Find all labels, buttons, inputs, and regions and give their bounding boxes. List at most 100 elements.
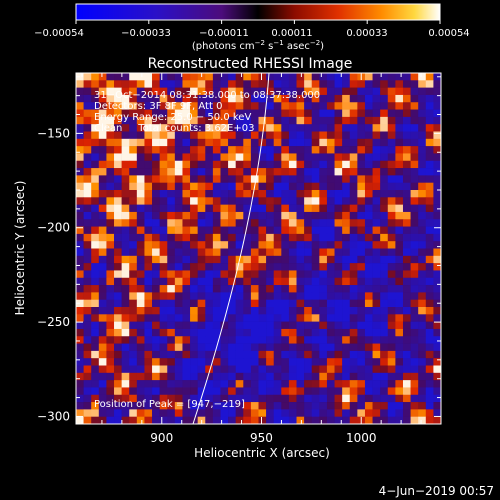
image-pixel	[258, 190, 267, 198]
image-pixel	[106, 343, 115, 352]
image-pixel	[174, 204, 183, 213]
image-pixel	[136, 233, 145, 242]
image-pixel	[357, 168, 366, 176]
image-pixel	[266, 241, 274, 249]
image-pixel	[182, 372, 191, 381]
image-pixel	[296, 328, 305, 337]
image-pixel	[357, 358, 366, 366]
image-pixel	[197, 409, 206, 417]
image-pixel	[129, 204, 138, 213]
image-pixel	[410, 307, 419, 315]
image-pixel	[304, 219, 313, 227]
image-pixel	[205, 365, 214, 374]
image-pixel	[121, 219, 130, 227]
image-pixel	[235, 160, 244, 169]
image-pixel	[349, 226, 358, 235]
image-pixel	[159, 358, 168, 366]
image-pixel	[319, 204, 328, 213]
image-pixel	[220, 358, 229, 366]
image-pixel	[304, 277, 313, 286]
image-pixel	[243, 175, 252, 183]
image-pixel	[91, 153, 100, 162]
image-pixel	[174, 343, 183, 352]
image-pixel	[159, 116, 168, 125]
image-pixel	[266, 358, 274, 366]
image-pixel	[235, 153, 244, 162]
image-pixel	[380, 372, 389, 381]
image-pixel	[349, 94, 358, 103]
image-pixel	[410, 292, 419, 300]
image-pixel	[304, 255, 313, 264]
image-pixel	[235, 263, 244, 271]
image-pixel	[364, 102, 373, 110]
image-pixel	[152, 94, 160, 103]
image-pixel	[76, 226, 84, 235]
image-pixel	[129, 138, 138, 147]
image-pixel	[326, 358, 335, 366]
image-pixel	[136, 73, 145, 81]
image-pixel	[243, 124, 252, 132]
image-pixel	[296, 211, 305, 220]
image-pixel	[425, 292, 434, 300]
image-pixel	[76, 314, 84, 322]
image-pixel	[364, 204, 373, 213]
image-pixel	[83, 277, 92, 286]
image-pixel	[220, 343, 229, 352]
image-pixel	[273, 336, 282, 344]
image-pixel	[152, 124, 160, 132]
image-pixel	[167, 394, 176, 403]
image-pixel	[83, 270, 92, 279]
image-pixel	[129, 263, 138, 271]
image-pixel	[266, 277, 274, 286]
image-pixel	[395, 336, 404, 344]
image-pixel	[380, 358, 389, 366]
image-pixel	[418, 241, 427, 249]
image-pixel	[372, 277, 381, 286]
image-pixel	[190, 175, 198, 183]
image-pixel	[418, 204, 427, 213]
image-pixel	[402, 336, 411, 344]
image-pixel	[334, 73, 343, 81]
image-pixel	[98, 387, 107, 396]
image-pixel	[342, 372, 351, 381]
image-pixel	[288, 314, 297, 322]
image-pixel	[334, 255, 343, 264]
image-pixel	[288, 350, 297, 359]
image-pixel	[266, 292, 274, 300]
image-pixel	[281, 372, 290, 381]
image-pixel	[190, 394, 198, 403]
image-pixel	[258, 416, 267, 424]
image-pixel	[288, 73, 297, 81]
image-pixel	[76, 263, 84, 271]
image-pixel	[266, 343, 274, 352]
image-pixel	[372, 160, 381, 169]
image-pixel	[228, 168, 236, 176]
image-pixel	[372, 175, 381, 183]
image-pixel	[304, 387, 313, 396]
image-pixel	[152, 138, 160, 147]
image-pixel	[205, 80, 214, 88]
image-pixel	[114, 153, 122, 162]
image-pixel	[273, 116, 282, 125]
image-pixel	[136, 314, 145, 322]
image-pixel	[258, 372, 267, 381]
image-pixel	[364, 299, 373, 308]
image-pixel	[425, 358, 434, 366]
image-pixel	[334, 175, 343, 183]
image-pixel	[235, 365, 244, 374]
image-pixel	[121, 190, 130, 198]
image-pixel	[250, 263, 259, 271]
image-pixel	[76, 307, 84, 315]
image-pixel	[380, 124, 389, 132]
image-pixel	[136, 87, 145, 96]
image-pixel	[106, 168, 115, 176]
image-pixel	[235, 343, 244, 352]
image-pixel	[220, 372, 229, 381]
image-pixel	[395, 116, 404, 125]
image-pixel	[372, 73, 381, 81]
image-pixel	[402, 372, 411, 381]
image-pixel	[129, 160, 138, 169]
image-pixel	[273, 160, 282, 169]
image-pixel	[243, 314, 252, 322]
image-pixel	[273, 197, 282, 205]
